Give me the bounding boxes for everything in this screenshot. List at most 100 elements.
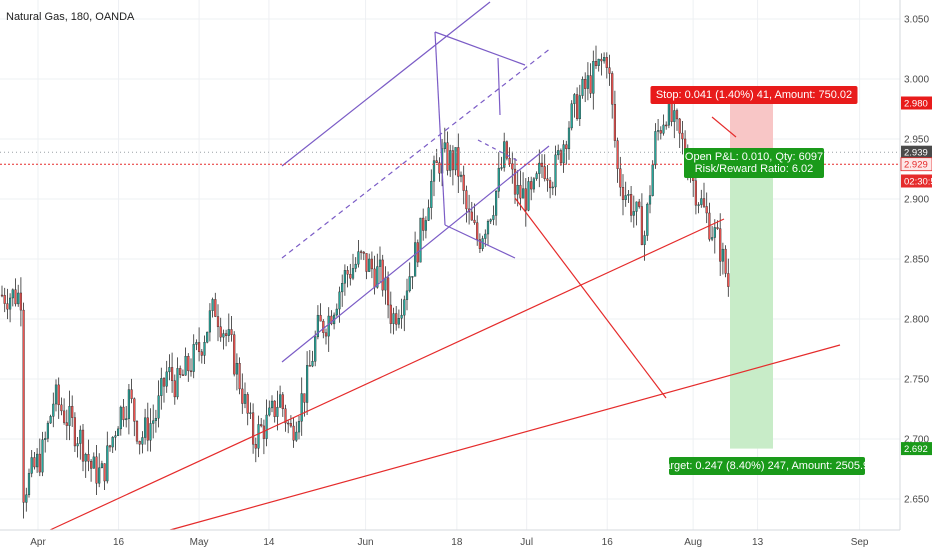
candle-body	[127, 389, 130, 419]
candle-body	[443, 142, 446, 150]
x-axis[interactable]: Apr 16 May 14 Jun 18 Jul 16 Aug 13 Sep	[0, 529, 932, 550]
candle-body	[292, 425, 295, 441]
candle-body	[273, 400, 276, 417]
candle-body	[419, 217, 422, 263]
candle-body	[702, 198, 706, 207]
candle-body	[549, 180, 552, 189]
candle-body	[319, 314, 322, 322]
candle-body	[89, 461, 93, 469]
target-badge: Target: 0.247 (8.40%) 247, Amount: 2505.…	[659, 457, 875, 475]
target-badge-text-0: Target: 0.247 (8.40%) 247, Amount: 2505.…	[659, 460, 875, 472]
flag-upper-line	[434, 31, 526, 66]
candle-body	[230, 329, 233, 335]
candle-body	[27, 473, 31, 496]
candle-body	[173, 380, 176, 398]
candle-body	[276, 406, 279, 417]
candle-body	[44, 438, 47, 440]
candle-body	[306, 365, 309, 403]
candle-body	[103, 463, 106, 482]
candle-body	[673, 110, 676, 122]
candle-body	[700, 198, 703, 205]
candle-body	[98, 467, 101, 484]
target-badge-bg	[669, 457, 865, 475]
candle-body	[60, 404, 63, 412]
candle-body	[246, 394, 249, 414]
candle-body	[559, 150, 562, 164]
candle-body	[527, 181, 530, 211]
candle-body	[243, 394, 247, 404]
candle-body	[608, 67, 611, 74]
candle-body	[373, 268, 376, 288]
candle-body	[697, 204, 700, 206]
candle-body	[170, 367, 174, 381]
axis-price-label-bg	[901, 96, 932, 110]
target-zone	[730, 152, 773, 449]
candle-body	[349, 274, 352, 279]
candle-body	[203, 342, 206, 356]
candle-body	[17, 292, 20, 305]
candle-body	[300, 393, 303, 422]
candle-body	[335, 308, 338, 316]
candle-body	[262, 425, 265, 439]
candle-body	[478, 239, 481, 249]
candle-body	[195, 342, 198, 345]
candle-body	[224, 333, 228, 336]
candle-body	[41, 439, 44, 473]
axis-price-label-current: 2.929	[900, 157, 932, 172]
candle-body	[508, 158, 511, 164]
candle-body	[106, 445, 109, 482]
candle-body	[435, 160, 438, 163]
candle-body	[135, 421, 139, 442]
candle-body	[92, 456, 95, 469]
candle-body	[651, 164, 654, 196]
candle-body	[108, 445, 112, 448]
candle-body	[281, 394, 284, 410]
axis-price-label-bg	[901, 442, 932, 456]
axis-price-label-bg	[900, 157, 932, 172]
position-zones	[730, 103, 773, 449]
candle-body	[503, 141, 506, 168]
candle-body	[600, 58, 603, 62]
axis-price-label-text: 2.939	[904, 148, 928, 159]
candle-body	[495, 191, 498, 216]
candle-body	[100, 463, 103, 469]
candle-body	[65, 422, 68, 426]
candle-body	[38, 453, 41, 473]
candle-body	[405, 290, 409, 300]
candle-body	[489, 219, 492, 222]
x-tick-label: Aug	[684, 537, 702, 548]
stop-badge: Stop: 0.041 (1.40%) 41, Amount: 750.02	[650, 86, 858, 104]
candle-body	[95, 456, 98, 484]
candle-body	[540, 162, 544, 167]
candle-body	[646, 203, 649, 236]
candle-body	[681, 132, 684, 140]
candle-body	[216, 316, 220, 327]
axis-price-label-stop: 2.980	[901, 96, 932, 110]
candle-body	[457, 147, 460, 177]
axis-price-label-text: 2.980	[904, 99, 928, 110]
candle-body	[68, 405, 71, 426]
candle-body	[360, 251, 363, 253]
candle-body	[511, 163, 514, 170]
candle-body	[654, 131, 657, 166]
candle-body	[632, 211, 635, 216]
candle-body	[675, 110, 679, 120]
y-axis[interactable]: 2.650 2.700 2.750 2.800 2.850 2.900 2.950 3.000…	[899, 0, 932, 550]
candle-body	[257, 424, 260, 449]
candle-body	[214, 299, 217, 317]
candle-body	[297, 420, 301, 433]
candle-body	[211, 299, 214, 311]
candle-body	[76, 443, 79, 447]
candle-body	[616, 140, 619, 169]
candle-body	[343, 270, 346, 284]
x-tick-label: 16	[113, 537, 125, 548]
candle-body	[470, 211, 473, 221]
candle-body	[73, 417, 76, 447]
stop-badge-text-0: Stop: 0.041 (1.40%) 41, Amount: 750.02	[656, 89, 852, 101]
x-tick-label: 14	[263, 537, 275, 548]
candle-body	[149, 423, 152, 441]
pnl-badge-text-0: Open P&L: 0.010, Qty: 6097	[685, 151, 823, 163]
